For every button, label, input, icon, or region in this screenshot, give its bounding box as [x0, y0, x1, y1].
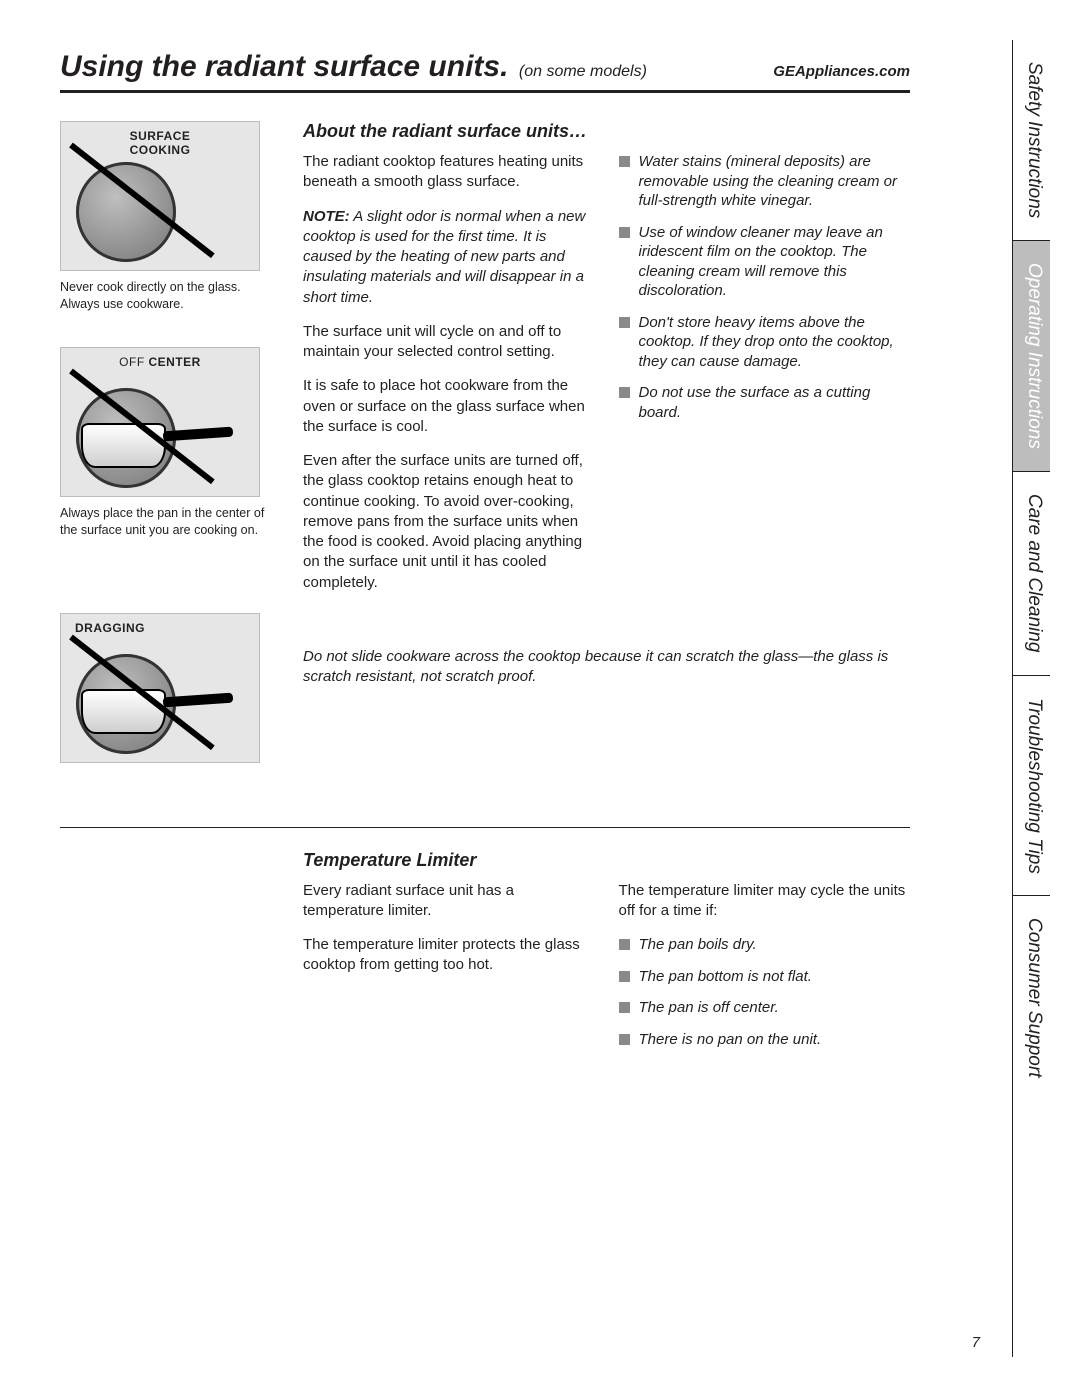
page-subtitle: (on some models)	[519, 63, 647, 80]
side-tabs: Safety InstructionsOperating Instruction…	[1012, 40, 1050, 1357]
section-title: About the radiant surface units…	[303, 121, 910, 142]
bullet-item: The pan boils dry.	[619, 935, 911, 955]
illustrations-column: SURFACE COOKING Never cook directly on t…	[60, 121, 275, 797]
paragraph: It is safe to place hot cookware from th…	[303, 376, 595, 437]
paragraph: Even after the surface units are turned …	[303, 451, 595, 593]
bullet-item: The pan bottom is not flat.	[619, 967, 911, 987]
paragraph: The temperature limiter may cycle the un…	[619, 881, 911, 922]
section2-left: Every radiant surface unit has a tempera…	[303, 881, 595, 1062]
note-paragraph: NOTE: A slight odor is normal when a new…	[303, 207, 595, 308]
side-tab[interactable]: Troubleshooting Tips	[1013, 675, 1050, 896]
bullet-item: There is no pan on the unit.	[619, 1030, 911, 1050]
side-tab[interactable]: Care and Cleaning	[1013, 471, 1050, 674]
section1-left: The radiant cooktop features heating uni…	[303, 152, 595, 607]
bullet-item: Don't store heavy items above the cookto…	[619, 313, 911, 372]
illus-label: DRAGGING	[75, 622, 145, 636]
section2-right: The temperature limiter may cycle the un…	[619, 881, 911, 1062]
side-tab[interactable]: Operating Instructions	[1013, 240, 1050, 471]
page-number: 7	[972, 1334, 980, 1351]
dragging-note: Do not slide cookware across the cooktop…	[303, 647, 910, 688]
illus-surface-cooking: SURFACE COOKING Never cook directly on t…	[60, 121, 275, 313]
page-title: Using the radiant surface units.	[60, 50, 508, 83]
section-title: Temperature Limiter	[303, 850, 910, 871]
illus-label: OFF CENTER	[119, 356, 201, 370]
site-url: GEAppliances.com	[773, 63, 910, 80]
paragraph: The surface unit will cycle on and off t…	[303, 322, 595, 363]
side-tab[interactable]: Safety Instructions	[1013, 40, 1050, 240]
section1-right: Water stains (mineral deposits) are remo…	[619, 152, 911, 607]
section-divider	[60, 827, 910, 828]
bullet-item: Use of window cleaner may leave an iride…	[619, 223, 911, 301]
bullet-item: The pan is off center.	[619, 998, 911, 1018]
bullet-item: Do not use the surface as a cutting boar…	[619, 383, 911, 422]
page-header: Using the radiant surface units. (on som…	[60, 50, 910, 93]
side-tab[interactable]: Consumer Support	[1013, 895, 1050, 1099]
illus-off-center: OFF CENTER Always place the pan in the c…	[60, 347, 275, 539]
illus-dragging: DRAGGING	[60, 613, 275, 763]
illus-label: SURFACE COOKING	[130, 130, 191, 158]
paragraph: Every radiant surface unit has a tempera…	[303, 881, 595, 922]
bullet-item: Water stains (mineral deposits) are remo…	[619, 152, 911, 211]
illus-caption: Never cook directly on the glass. Always…	[60, 279, 275, 313]
paragraph: The radiant cooktop features heating uni…	[303, 152, 595, 193]
text-column: About the radiant surface units… The rad…	[303, 121, 910, 797]
paragraph: The temperature limiter protects the gla…	[303, 935, 595, 976]
illus-caption: Always place the pan in the center of th…	[60, 505, 275, 539]
